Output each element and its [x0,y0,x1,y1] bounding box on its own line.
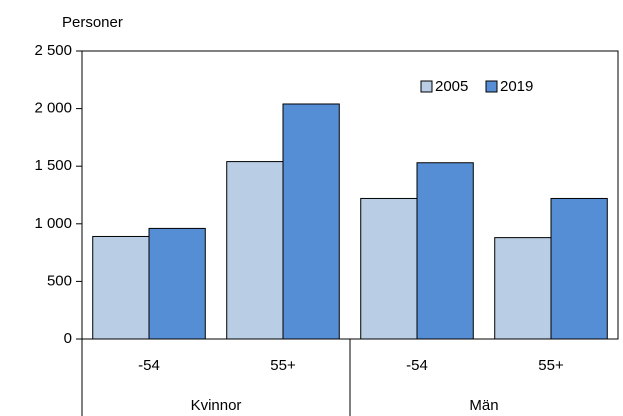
y-tick-label: 1 000 [34,215,72,232]
x-tick-label: -54 [406,357,428,374]
y-tick-label: 2 000 [34,100,72,117]
bar [148,227,206,340]
legend-label: 2005 [435,78,468,95]
legend-label: 2019 [500,78,533,95]
y-tick-label: 500 [47,272,72,289]
bar [92,235,150,340]
bar [360,197,418,340]
bar [550,197,608,340]
legend-swatch [485,80,498,93]
bar [494,237,552,340]
y-tick-label: 2 500 [34,42,72,59]
y-axis-label: Personer [62,14,123,31]
bar [416,162,474,340]
bar [226,161,284,340]
y-tick-label: 0 [64,330,72,347]
group-label: Kvinnor [191,397,242,414]
group-label: Män [469,397,498,414]
x-tick-label: -54 [138,357,160,374]
plot-frame [81,50,619,340]
y-tick-label: 1 500 [34,157,72,174]
bar [282,103,340,340]
x-tick-label: 55+ [270,357,296,374]
legend-swatch [420,80,433,93]
x-tick-label: 55+ [538,357,564,374]
